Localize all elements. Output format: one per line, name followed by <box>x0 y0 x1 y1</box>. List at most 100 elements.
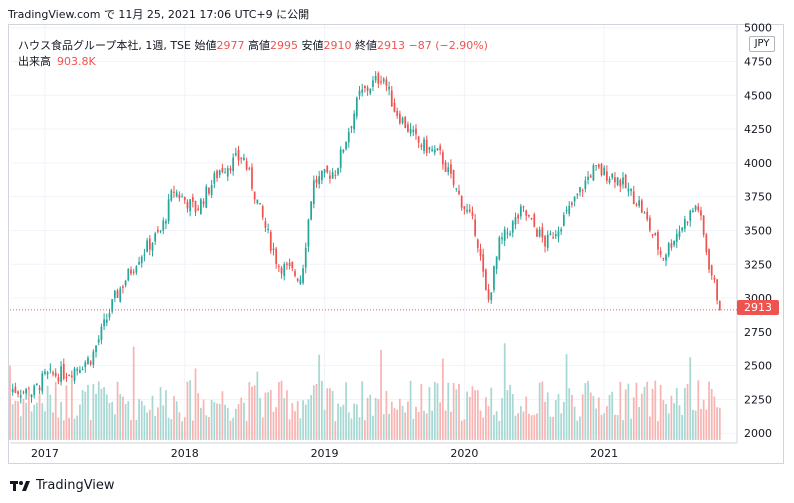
volume-bar <box>105 394 108 440</box>
candle-body <box>178 194 181 199</box>
volume-bar <box>482 417 485 440</box>
volume-bar <box>358 417 361 440</box>
candle-body <box>444 162 447 172</box>
candle-body <box>38 387 41 391</box>
candle-body <box>635 204 638 206</box>
volume-bar <box>678 405 681 440</box>
volume-bar <box>404 412 407 440</box>
candle-body <box>57 377 60 382</box>
candle-body <box>143 254 146 256</box>
candle-body <box>603 167 606 176</box>
volume-bar <box>611 391 614 440</box>
volume-bar <box>288 419 291 440</box>
candle-body <box>632 191 635 205</box>
currency-badge[interactable]: JPY <box>749 36 775 52</box>
volume-bar <box>200 407 202 440</box>
candle-body <box>380 81 382 83</box>
candle-body <box>398 113 401 124</box>
candle-body <box>718 301 721 310</box>
volume-bar <box>221 391 224 440</box>
volume-bar <box>398 398 401 440</box>
candle-body <box>388 86 390 90</box>
candle-body <box>73 368 76 381</box>
volume-bar <box>474 390 477 440</box>
volume-bar <box>9 365 11 440</box>
volume-bar <box>224 404 226 440</box>
volume-bar <box>124 404 127 440</box>
candle-body <box>22 391 25 393</box>
candle-body <box>407 124 409 132</box>
volume-bar <box>294 411 296 440</box>
candle-body <box>364 86 366 88</box>
volume-bar <box>127 401 130 440</box>
volume-bar <box>87 384 89 440</box>
volume-bar <box>132 346 135 440</box>
volume-bar <box>183 417 186 440</box>
candle-body <box>30 394 33 398</box>
candle-body <box>331 172 334 179</box>
volume-bar <box>210 399 213 440</box>
volume-bar <box>576 420 579 440</box>
volume-bar <box>487 406 490 440</box>
candle-body <box>428 147 431 150</box>
candle-body <box>479 249 482 257</box>
candle-body <box>345 141 347 150</box>
volume-bar <box>226 408 229 440</box>
candle-body <box>210 184 213 196</box>
volume-bar <box>640 393 643 440</box>
volume-bar <box>22 398 25 440</box>
volume-bar <box>670 395 673 440</box>
volume-bar <box>312 385 315 440</box>
candle-body <box>310 201 312 220</box>
volume-bar <box>339 406 342 440</box>
candle-body <box>415 128 417 135</box>
volume-bar <box>245 421 248 440</box>
volume-bar <box>307 399 310 440</box>
candle-body <box>97 339 100 343</box>
candle-body <box>509 233 511 235</box>
candle-body <box>482 254 485 272</box>
candle-body <box>353 113 356 130</box>
volume-bar <box>54 381 57 440</box>
candle-body <box>597 164 600 168</box>
candle-body <box>140 256 143 264</box>
candle-body <box>581 190 584 192</box>
candle-body <box>372 80 374 87</box>
volume-bar <box>364 420 366 440</box>
candle-body <box>100 326 103 340</box>
volume-bar <box>299 418 302 440</box>
volume-bar <box>65 385 68 440</box>
footer-brand[interactable]: TradingView <box>10 478 115 493</box>
volume-bar <box>377 399 380 440</box>
candle-body <box>667 243 670 256</box>
brand-label: TradingView <box>36 478 115 493</box>
candle-body <box>208 187 210 194</box>
candle-body <box>355 97 358 117</box>
volume-bar <box>431 410 433 440</box>
candle-body <box>369 89 372 94</box>
candle-body <box>657 232 659 250</box>
y-tick-label: 5000 <box>744 22 772 35</box>
volume-bar <box>380 349 382 440</box>
candle-body <box>654 233 657 236</box>
y-tick-label: 3250 <box>744 258 772 271</box>
candle-body <box>89 361 92 365</box>
volume-bar <box>600 414 603 440</box>
candle-body <box>156 229 159 232</box>
volume-bar <box>485 397 487 440</box>
candle-body <box>673 241 675 246</box>
candle-body <box>248 168 251 170</box>
candle-body <box>385 79 388 86</box>
candle-body <box>95 345 97 353</box>
candle-body <box>713 277 716 280</box>
volume-bar <box>554 399 557 440</box>
candle-body <box>186 201 189 209</box>
volume-bar <box>557 393 560 440</box>
volume-bar <box>675 388 678 440</box>
volume-bar <box>541 381 544 440</box>
candle-body <box>627 188 630 192</box>
candle-body <box>122 286 124 288</box>
volume-bar <box>213 402 216 440</box>
candle-body <box>243 157 245 161</box>
